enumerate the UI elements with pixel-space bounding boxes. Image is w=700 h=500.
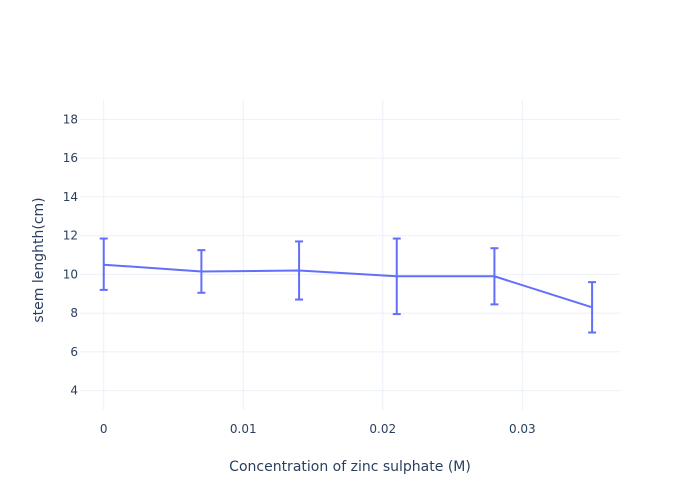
- y-tick-label: 12: [63, 229, 78, 243]
- x-tick-label: 0.01: [230, 422, 257, 436]
- data-point: [102, 263, 105, 266]
- y-tick-label: 4: [70, 384, 78, 398]
- x-tick-label: 0.02: [369, 422, 396, 436]
- y-tick-label: 8: [70, 306, 78, 320]
- x-tick-label: 0.03: [509, 422, 536, 436]
- y-tick-label: 16: [63, 151, 78, 165]
- y-tick-label: 10: [63, 267, 78, 281]
- data-point: [591, 306, 594, 309]
- series-line: [103, 263, 593, 309]
- y-axis-title: stem lenghth(cm): [31, 197, 47, 322]
- grid: [80, 100, 620, 410]
- plot-background: [80, 100, 620, 410]
- series-group: [99, 237, 597, 334]
- x-axis-title: Concentration of zinc sulphate (M): [229, 459, 471, 475]
- y-tick-label: 6: [70, 345, 78, 359]
- y-tick-label: 18: [63, 112, 78, 126]
- data-point: [200, 270, 203, 273]
- y-tick-labels: 4 6 8 10 12 14 16 18: [63, 112, 78, 397]
- data-point: [493, 275, 496, 278]
- x-tick-label: 0: [100, 422, 108, 436]
- y-tick-label: 14: [63, 190, 78, 204]
- data-point: [395, 275, 398, 278]
- x-tick-labels: 0 0.01 0.02 0.03: [100, 422, 536, 436]
- data-point: [298, 269, 301, 272]
